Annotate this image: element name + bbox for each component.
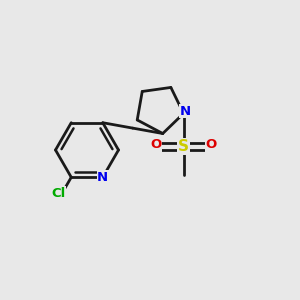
Text: N: N — [179, 104, 191, 118]
Text: N: N — [97, 171, 108, 184]
Text: S: S — [178, 139, 189, 154]
Text: O: O — [150, 138, 162, 152]
Text: Cl: Cl — [52, 187, 66, 200]
Text: O: O — [206, 138, 217, 152]
